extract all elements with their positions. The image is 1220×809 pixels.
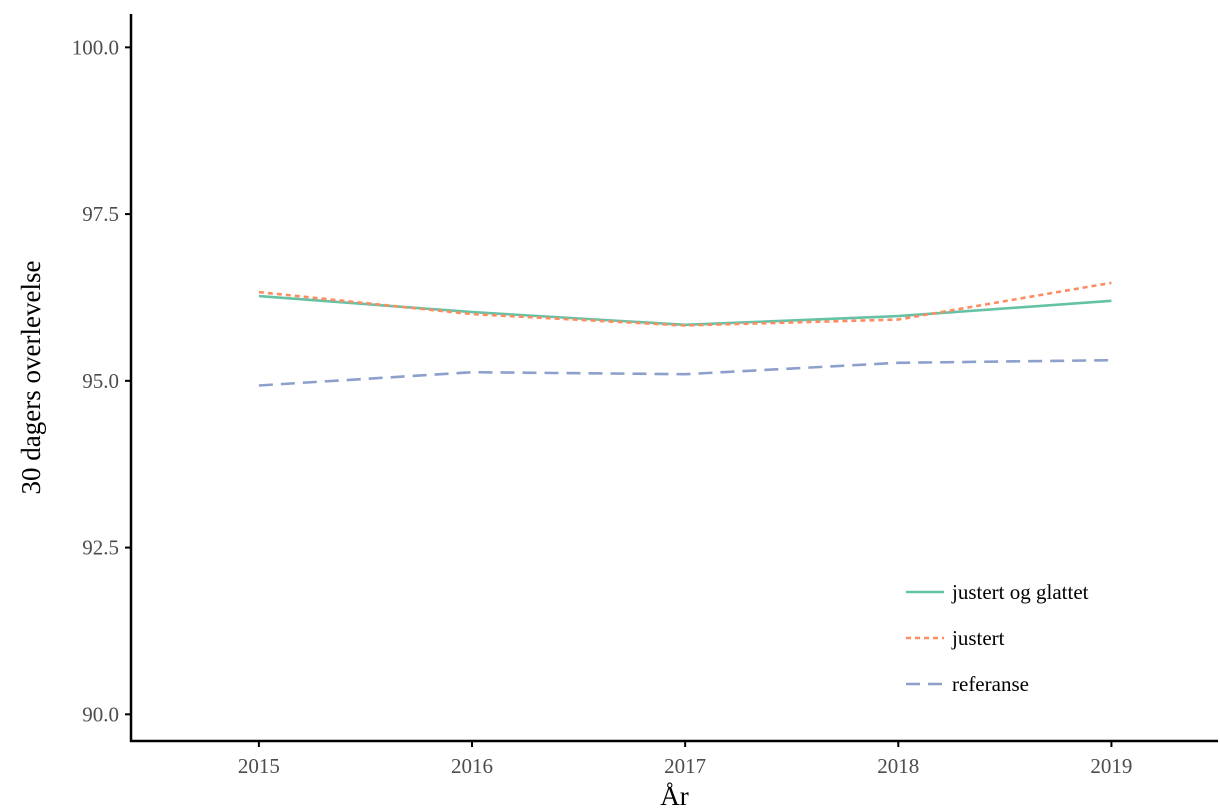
x-axis-title: År xyxy=(660,781,689,809)
series-line-justert-og-glattet xyxy=(258,294,1112,327)
series-line-justert xyxy=(258,281,1112,327)
y-axis-title: 30 dagers overlevelse xyxy=(16,261,46,495)
x-tick-label: 2018 xyxy=(877,754,919,778)
legend: justert og glattet justert referanse xyxy=(906,580,1089,696)
y-tick-label: 95.0 xyxy=(82,369,119,393)
x-tick-label: 2015 xyxy=(238,754,280,778)
legend-label: referanse xyxy=(952,672,1029,696)
y-axis-ticks: 90.0 92.5 95.0 97.5 100.0 xyxy=(72,35,131,726)
x-tick-label: 2017 xyxy=(664,754,706,778)
legend-label: justert og glattet xyxy=(951,580,1089,604)
series-line-referanse xyxy=(258,358,1112,387)
y-tick-label: 100.0 xyxy=(72,35,119,59)
y-tick-label: 92.5 xyxy=(82,536,119,560)
x-axis-ticks: 2015 2016 2017 2018 2019 xyxy=(238,741,1132,778)
y-tick-label: 90.0 xyxy=(82,702,119,726)
x-tick-label: 2016 xyxy=(451,754,493,778)
y-tick-label: 97.5 xyxy=(82,202,119,226)
x-tick-label: 2019 xyxy=(1090,754,1132,778)
legend-label: justert xyxy=(951,626,1005,650)
series-lines xyxy=(258,281,1112,387)
